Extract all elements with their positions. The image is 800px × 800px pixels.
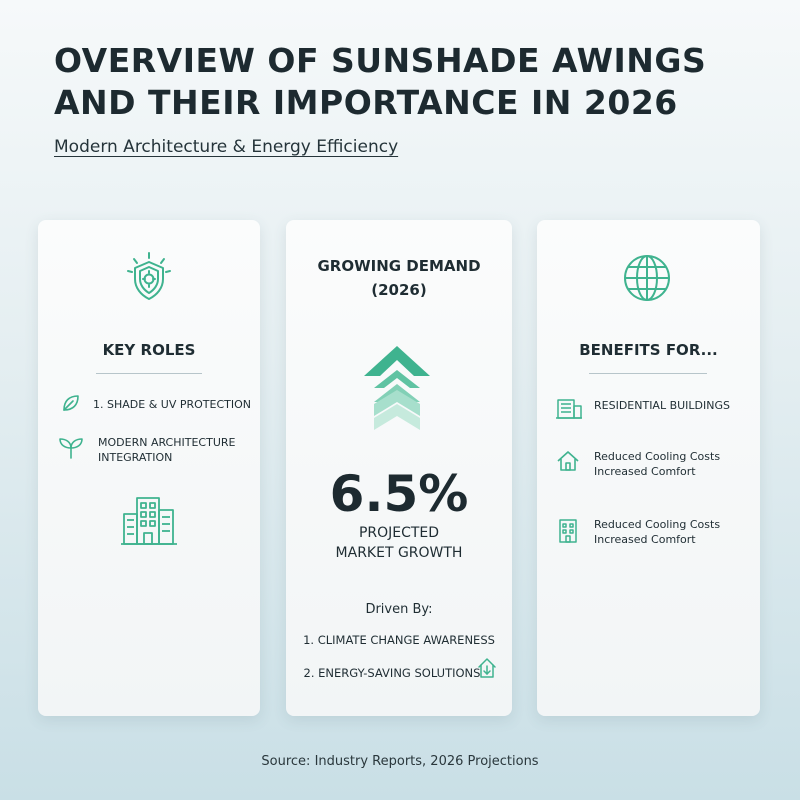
shield-sun-icon	[127, 252, 171, 300]
key-role-item-2: MODERN ARCHITECTURE INTEGRATION	[98, 435, 235, 465]
sprout-icon	[59, 438, 83, 459]
market-growth-label-line-1: PROJECTED	[358, 525, 440, 541]
benefits-card: BENEFITS FOR... RESIDENTIAL BUILDINGS Re…	[537, 220, 760, 716]
benefit-item-3: Reduced Cooling Costs Increased Comfort	[594, 517, 720, 547]
key-roles-title: KEY ROLES	[102, 341, 196, 359]
page-title-line-1: OVERVIEW OF SUNSHADE AWINGS	[54, 41, 707, 80]
key-roles-divider	[96, 373, 202, 374]
benefit-item-2: Reduced Cooling Costs Increased Comfort	[594, 449, 720, 479]
key-role-item-2-line-2: INTEGRATION	[98, 451, 173, 464]
benefit-item-1: RESIDENTIAL BUILDINGS	[594, 399, 731, 412]
market-growth-label: PROJECTED MARKET GROWTH	[286, 523, 512, 563]
leaf-icon	[63, 395, 79, 411]
page-title-line-2: AND THEIR IMPORTANCE IN 2026	[54, 83, 678, 122]
market-growth-value: 6.5%	[329, 465, 469, 523]
apartment-icon	[559, 519, 577, 543]
building-icon	[556, 399, 582, 419]
page-subtitle: Modern Architecture & Energy Efficiency	[54, 137, 399, 157]
energy-house-icon	[478, 658, 496, 678]
growth-chevron-icon	[364, 346, 430, 430]
benefit-item-3-line-2: Increased Comfort	[594, 533, 696, 546]
benefit-item-2-line-2: Increased Comfort	[594, 465, 696, 478]
growing-demand-title-line-2: (2026)	[371, 281, 427, 299]
key-role-item-2-line-1: MODERN ARCHITECTURE	[98, 436, 236, 449]
benefit-item-2-line-1: Reduced Cooling Costs	[594, 450, 721, 463]
benefit-item-3-line-1: Reduced Cooling Costs	[594, 518, 721, 531]
house-icon	[557, 451, 579, 471]
growing-demand-card: GROWING DEMAND (2026) 6.5% PROJECTED MAR…	[286, 220, 512, 716]
growing-demand-title-line-1: GROWING DEMAND	[317, 257, 481, 275]
driver-item-2: 2. ENERGY-SAVING SOLUTIONS	[303, 666, 481, 680]
office-building-icon	[121, 497, 177, 545]
growing-demand-title: GROWING DEMAND (2026)	[286, 254, 512, 302]
driven-by-label: Driven By:	[365, 602, 433, 617]
benefits-divider	[589, 373, 707, 374]
globe-icon	[624, 255, 670, 301]
page-title: OVERVIEW OF SUNSHADE AWINGS AND THEIR IM…	[54, 40, 754, 124]
benefits-title: BENEFITS FOR...	[579, 341, 718, 359]
key-role-item-1: 1. SHADE & UV PROTECTION	[93, 398, 251, 411]
source-note: Source: Industry Reports, 2026 Projectio…	[261, 754, 539, 769]
driver-item-1: 1. CLIMATE CHANGE AWARENESS	[303, 633, 495, 647]
key-roles-card: KEY ROLES 1. SHADE & UV PROTECTION MODER…	[38, 220, 260, 716]
market-growth-label-line-2: MARKET GROWTH	[335, 545, 463, 561]
